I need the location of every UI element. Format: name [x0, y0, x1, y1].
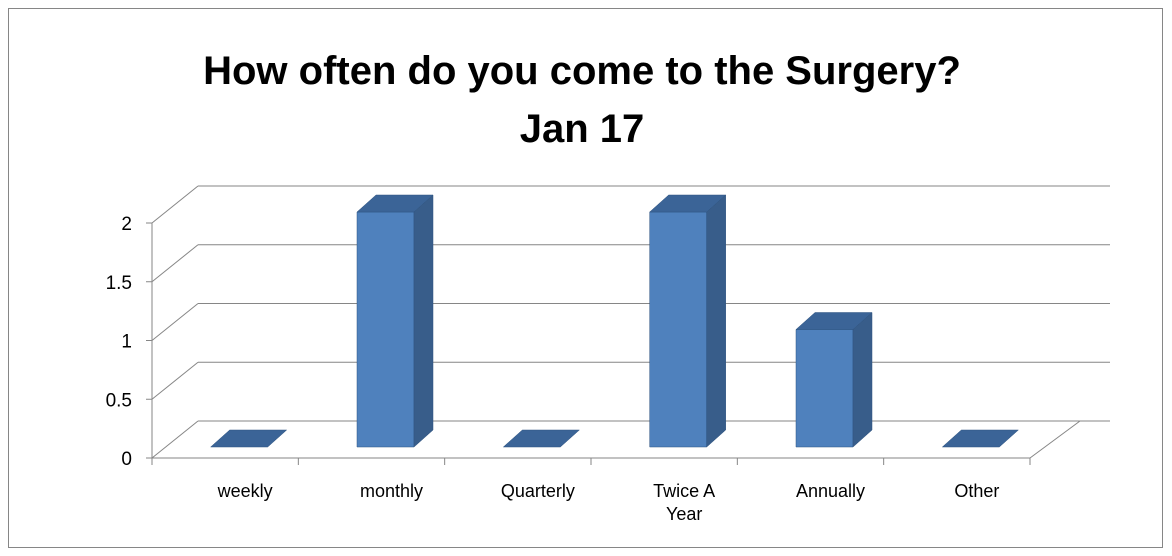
bar-side [706, 194, 726, 448]
y-tick-label: 1.5 [106, 273, 132, 294]
bar-top [649, 194, 727, 213]
bar [356, 194, 434, 448]
y-tick-label: 0.5 [106, 390, 132, 411]
grid-line [151, 185, 199, 224]
bar-top [941, 429, 1019, 448]
grid-line [151, 303, 199, 341]
bar [795, 311, 873, 448]
x-tick-label: Twice A Year [653, 481, 716, 524]
bar [210, 429, 288, 448]
grid-line [151, 244, 199, 283]
bar-front [795, 329, 854, 448]
x-tick-label: monthly [359, 481, 424, 501]
bar-top [356, 194, 434, 213]
bar-front [649, 211, 707, 448]
grid-line [151, 361, 199, 400]
bar [649, 194, 727, 448]
bar-side [852, 311, 873, 448]
grid-line [151, 420, 199, 459]
chart-title: How often do you come to the Surgery? [203, 49, 961, 93]
floor-line [1029, 420, 1081, 459]
bar-top [502, 429, 580, 448]
x-tick-label: weekly [217, 481, 273, 501]
chart-subtitle: Jan 17 [520, 107, 645, 151]
y-tick-label: 0 [121, 449, 132, 470]
bar-top [210, 429, 288, 448]
y-tick-label: 1 [121, 332, 132, 353]
x-tick-label: Other [954, 481, 1000, 501]
bar-top [795, 312, 873, 330]
bar [502, 429, 580, 448]
y-tick-label: 2 [121, 214, 132, 235]
bar [941, 429, 1019, 448]
x-tick-label: Quarterly [500, 481, 575, 501]
bar-front [356, 211, 415, 448]
bar-side [413, 194, 434, 448]
x-tick-label: Annually [795, 481, 866, 501]
